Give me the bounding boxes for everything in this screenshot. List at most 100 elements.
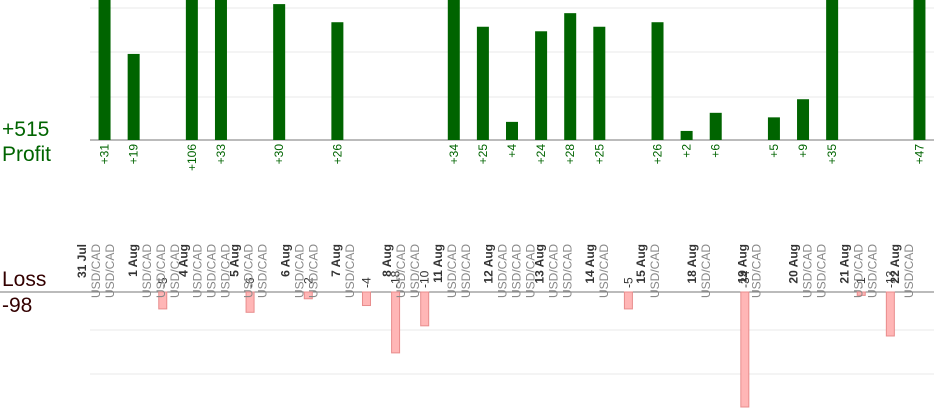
pair-label: USD/CAD	[801, 244, 815, 298]
profit-value-label: +35	[825, 144, 839, 165]
profit-value-label: +26	[651, 144, 665, 165]
loss-value-label: -6	[243, 277, 257, 288]
date-label: 7 Aug	[329, 244, 343, 277]
profit-bar	[826, 0, 839, 140]
loss-total: -98	[2, 294, 33, 317]
profit-bar	[709, 112, 722, 140]
date-label: 11 Aug	[431, 244, 445, 283]
profit-bar	[273, 4, 286, 140]
pair-label: USD/CAD	[445, 244, 459, 298]
date-label: 4 Aug	[177, 244, 191, 277]
date-label: 12 Aug	[482, 244, 496, 284]
profit-value-label: +25	[476, 144, 490, 165]
pair-label: USD/CAD	[394, 244, 408, 298]
profit-value-label: +31	[98, 144, 112, 165]
date-label: 22 Aug	[888, 244, 902, 284]
profit-bar	[913, 0, 926, 140]
profit-bar	[214, 0, 227, 140]
profit-bar	[651, 22, 664, 140]
pair-label: USD/CAD	[255, 244, 269, 298]
profit-value-label: +4	[505, 144, 519, 158]
loss-value-label: -4	[359, 277, 373, 288]
profit-bar	[680, 130, 693, 140]
pair-label: USD/CAD	[219, 244, 233, 298]
date-label: 20 Aug	[787, 244, 801, 284]
profit-bar	[331, 22, 344, 140]
profit-bar	[127, 53, 140, 140]
profit-total: +515	[2, 118, 50, 141]
loss-value-label: -10	[418, 270, 432, 288]
pair-label: USD/CAD	[524, 244, 538, 298]
pair-label: USD/CAD	[648, 244, 662, 298]
profit-value-label: +19	[127, 144, 141, 165]
date-label: 8 Aug	[380, 244, 394, 277]
date-label: 31 Jul	[75, 244, 89, 278]
pair-label: USD/CAD	[699, 244, 713, 298]
loss-value-label: -2	[301, 277, 315, 288]
pair-label: USD/CAD	[306, 244, 320, 298]
pair-label: USD/CAD	[750, 244, 764, 298]
profit-value-label: +9	[796, 144, 810, 158]
loss-bar	[885, 291, 895, 337]
date-label: 18 Aug	[685, 244, 699, 284]
loss-value-label: -13	[883, 270, 897, 288]
date-label: 21 Aug	[837, 244, 851, 284]
pair-label: USD/CAD	[191, 244, 205, 298]
pair-label: USD/CAD	[560, 244, 574, 298]
date-label: 13 Aug	[532, 244, 546, 284]
profit-bar	[797, 99, 810, 140]
loss-bar	[623, 291, 633, 310]
profit-value-label: +33	[214, 144, 228, 165]
loss-label: Loss	[2, 268, 47, 291]
loss-bar	[158, 291, 168, 310]
profit-bar	[535, 31, 548, 141]
loss-bar	[420, 291, 430, 327]
profit-value-label: +28	[563, 144, 577, 165]
profit-bar	[476, 26, 489, 140]
pair-label: USD/CAD	[815, 244, 829, 298]
profit-value-label: +26	[330, 144, 344, 165]
pair-label: USD/CAD	[292, 244, 306, 298]
profit-bar	[506, 121, 518, 140]
pair-label: USD/CAD	[168, 244, 182, 298]
date-label: 1 Aug	[126, 244, 140, 277]
pair-label: USD/CAD	[408, 244, 422, 298]
profit-value-label: +106	[185, 144, 199, 171]
profit-bar	[564, 13, 577, 140]
loss-bar	[740, 291, 750, 408]
profit-value-label: +30	[272, 144, 286, 165]
pair-label: USD/CAD	[89, 244, 103, 298]
pair-label: USD/CAD	[140, 244, 154, 298]
profit-bar	[593, 26, 606, 140]
profit-bar	[767, 117, 780, 140]
date-label: 6 Aug	[278, 244, 292, 277]
profit-bar	[98, 0, 111, 140]
profit-bar	[185, 0, 198, 140]
pair-label: USD/CAD	[154, 244, 168, 298]
pair-label: USD/CAD	[459, 244, 473, 298]
loss-value-label: -18	[389, 270, 403, 288]
date-label: 5 Aug	[227, 244, 241, 277]
profit-value-label: +25	[592, 144, 606, 165]
loss-bar	[856, 291, 866, 296]
profit-value-label: +5	[767, 144, 781, 158]
loss-value-label: -5	[156, 277, 170, 288]
profit-value-label: +6	[709, 144, 723, 158]
pair-label: USD/CAD	[241, 244, 255, 298]
profit-bar	[447, 0, 460, 140]
loss-bar	[391, 291, 401, 354]
pair-label: USD/CAD	[546, 244, 560, 298]
profit-value-label: +34	[447, 144, 461, 165]
profit-value-label: +24	[534, 144, 548, 165]
profit-label: Profit	[2, 143, 52, 166]
pair-label: USD/CAD	[851, 244, 865, 298]
loss-value-label: -34	[738, 270, 752, 288]
date-label: 15 Aug	[634, 244, 648, 284]
pair-label: USD/CAD	[902, 244, 916, 298]
profit-value-label: +2	[680, 144, 694, 158]
pair-label: USD/CAD	[343, 244, 357, 298]
date-label: 19 Aug	[736, 244, 750, 284]
loss-bar	[361, 291, 371, 307]
pair-label: USD/CAD	[865, 244, 879, 298]
